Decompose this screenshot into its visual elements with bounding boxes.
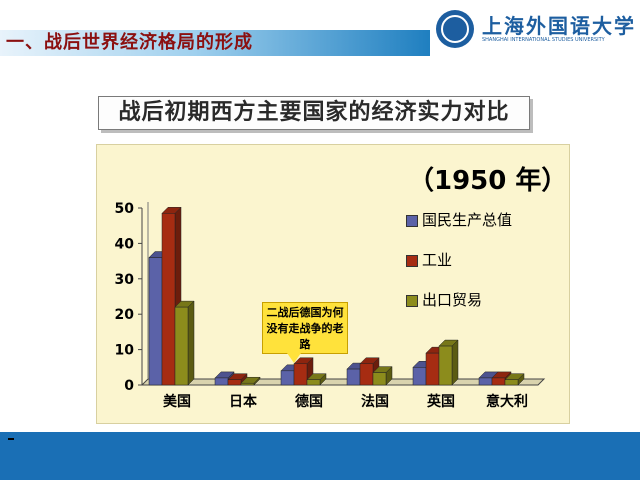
legend-item-trade: 出口贸易	[404, 290, 544, 310]
bar	[491, 377, 506, 386]
footer-marker	[8, 438, 14, 440]
legend-item-industry: 工业	[404, 250, 544, 270]
bar	[425, 352, 440, 386]
chart-subtitle: 战后初期西方主要国家的经济实力对比	[98, 96, 530, 130]
seal-icon	[436, 10, 474, 48]
bar	[478, 377, 493, 386]
bar	[372, 372, 387, 386]
x-tick-label: 法国	[361, 393, 389, 410]
bar	[504, 379, 519, 386]
x-tick-label: 美国	[163, 393, 191, 410]
legend-label-industry: 工业	[422, 251, 453, 269]
bar	[359, 363, 374, 386]
bar	[306, 379, 321, 386]
footer-bar	[0, 432, 640, 480]
y-tick-label: 30	[115, 272, 135, 288]
y-tick-label: 50	[115, 201, 135, 217]
bar	[280, 370, 295, 386]
legend-item-gnp: 国民生产总值	[404, 210, 544, 230]
x-tick-label: 英国	[426, 393, 455, 410]
bar-side	[451, 339, 459, 386]
callout-box: 二战后德国为何没有走战争的老路	[262, 302, 348, 354]
bar	[240, 382, 255, 386]
bar	[227, 379, 242, 386]
bar	[161, 213, 176, 386]
callout-pointer	[287, 353, 301, 363]
bar	[346, 368, 361, 386]
x-tick-label: 意大利	[486, 393, 528, 410]
bar	[293, 363, 308, 386]
y-tick-label: 0	[124, 378, 134, 394]
legend-swatch-gnp	[406, 215, 418, 227]
y-tick-label: 20	[115, 307, 135, 323]
university-logo: 上海外国语大学 SHANGHAI INTERNATIONAL STUDIES U…	[436, 8, 636, 52]
logo-chinese-name: 上海外国语大学	[482, 14, 636, 38]
legend-swatch-trade	[406, 295, 418, 307]
logo-english-name: SHANGHAI INTERNATIONAL STUDIES UNIVERSIT…	[482, 37, 605, 43]
legend-label-trade: 出口贸易	[422, 291, 483, 309]
title-bar	[0, 30, 430, 56]
bar	[214, 377, 229, 386]
y-tick-label: 10	[115, 343, 135, 359]
bar-chart: 0 10 20 30 40 50 美国 日本 德国 法国 英国 意大利	[115, 201, 546, 410]
x-tick-label: 德国	[295, 393, 323, 410]
bar	[174, 306, 189, 386]
bar-side	[187, 300, 195, 386]
bar	[412, 367, 427, 386]
x-tick-label: 日本	[229, 393, 258, 410]
bar	[148, 257, 163, 386]
y-tick-label: 40	[115, 236, 135, 252]
slide-title: 一、战后世界经济格局的形成	[6, 32, 253, 53]
year-label: （1950 年）	[408, 166, 568, 196]
legend-swatch-industry	[406, 255, 418, 267]
legend-label-gnp: 国民生产总值	[422, 211, 513, 229]
bar	[438, 345, 453, 386]
